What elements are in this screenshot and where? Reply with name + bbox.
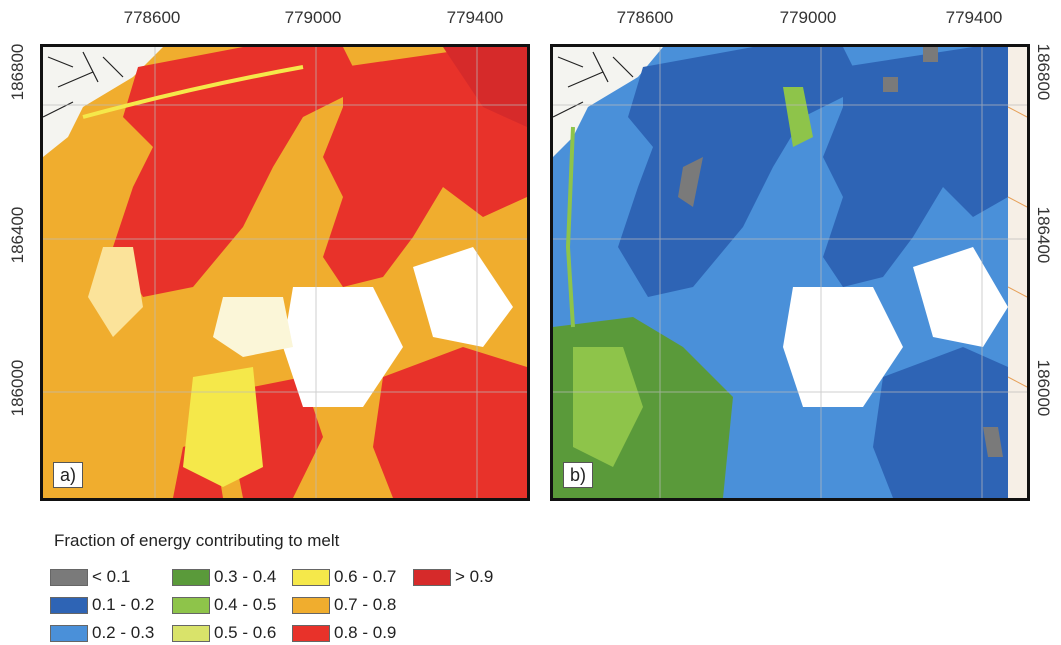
legend-label: > 0.9 <box>455 567 494 586</box>
y-tick-label: 186800 <box>8 43 27 101</box>
legend-swatch <box>172 568 210 586</box>
y-tick-label: 186800 <box>1034 43 1053 101</box>
legend-swatch <box>292 568 330 586</box>
legend-swatch <box>50 568 88 586</box>
x-tick-label: 779000 <box>284 8 342 27</box>
x-tick-label: 779000 <box>779 8 837 27</box>
y-tick-label: 186400 <box>8 206 27 264</box>
legend-swatch <box>172 596 210 614</box>
legend-item: > 0.9 <box>413 566 493 588</box>
panel-label-b: b) <box>563 462 594 488</box>
legend-swatch <box>172 624 210 642</box>
legend-item: 0.7 - 0.8 <box>292 594 396 616</box>
legend-item: 0.6 - 0.7 <box>292 566 396 588</box>
y-tick-label: 186000 <box>8 359 27 417</box>
legend-item: 0.5 - 0.6 <box>172 622 276 644</box>
legend-label: 0.1 - 0.2 <box>92 595 155 614</box>
map-panel-a: a) <box>40 44 530 501</box>
legend-label: 0.3 - 0.4 <box>214 567 277 586</box>
legend-item: 0.8 - 0.9 <box>292 622 396 644</box>
legend-item: 0.1 - 0.2 <box>50 594 154 616</box>
legend-swatch <box>413 568 451 586</box>
legend-label: 0.5 - 0.6 <box>214 623 277 642</box>
x-tick-label: 778600 <box>616 8 674 27</box>
map-panel-b: b) <box>550 44 1030 501</box>
melt-fraction-map-a <box>43 47 527 498</box>
legend-swatch <box>50 624 88 642</box>
legend-title: Fraction of energy contributing to melt <box>54 531 340 550</box>
legend-label: 0.7 - 0.8 <box>334 595 397 614</box>
y-tick-label: 186000 <box>1034 359 1053 417</box>
legend-swatch <box>292 596 330 614</box>
melt-fraction-map-b <box>553 47 1027 498</box>
legend-item: < 0.1 <box>50 566 130 588</box>
legend-item: 0.2 - 0.3 <box>50 622 154 644</box>
panel-label-a: a) <box>53 462 84 488</box>
legend-label: 0.4 - 0.5 <box>214 595 277 614</box>
legend-label: 0.8 - 0.9 <box>334 623 397 642</box>
x-tick-label: 779400 <box>945 8 1003 27</box>
legend-label: 0.6 - 0.7 <box>334 567 397 586</box>
x-tick-label: 779400 <box>446 8 504 27</box>
y-tick-label: 186400 <box>1034 206 1053 264</box>
legend-swatch <box>50 596 88 614</box>
legend-label: < 0.1 <box>92 567 131 586</box>
legend-item: 0.4 - 0.5 <box>172 594 276 616</box>
legend-item: 0.3 - 0.4 <box>172 566 276 588</box>
legend-label: 0.2 - 0.3 <box>92 623 155 642</box>
legend-swatch <box>292 624 330 642</box>
x-tick-label: 778600 <box>123 8 181 27</box>
